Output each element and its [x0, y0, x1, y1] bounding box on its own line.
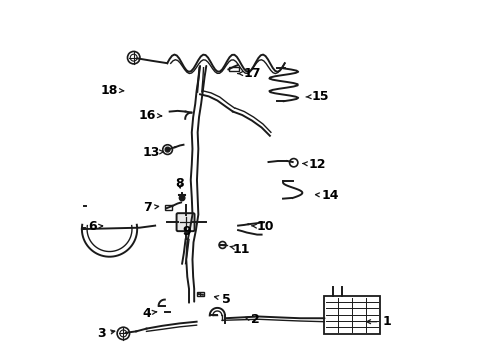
Text: 1: 1 [367, 315, 391, 328]
Text: 3: 3 [97, 327, 115, 340]
Text: 8: 8 [175, 177, 184, 190]
Text: 10: 10 [251, 220, 274, 233]
Text: 11: 11 [230, 243, 250, 256]
Circle shape [179, 195, 185, 201]
Text: 7: 7 [143, 201, 159, 214]
Text: 12: 12 [303, 158, 326, 171]
Bar [324, 296, 380, 334]
Bar [165, 205, 172, 210]
Text: 16: 16 [139, 108, 162, 122]
Text: 4: 4 [142, 307, 157, 320]
Text: 17: 17 [238, 67, 261, 80]
Text: 18: 18 [101, 84, 124, 96]
FancyBboxPatch shape [176, 213, 195, 231]
Circle shape [165, 147, 170, 152]
Bar [229, 67, 239, 71]
Text: 5: 5 [215, 293, 230, 306]
Text: 2: 2 [245, 314, 260, 327]
Text: 14: 14 [316, 189, 340, 202]
Text: 9: 9 [182, 225, 191, 238]
Bar [196, 292, 204, 297]
Text: 15: 15 [306, 90, 329, 103]
Text: 6: 6 [88, 220, 103, 233]
Text: 13: 13 [142, 146, 164, 159]
